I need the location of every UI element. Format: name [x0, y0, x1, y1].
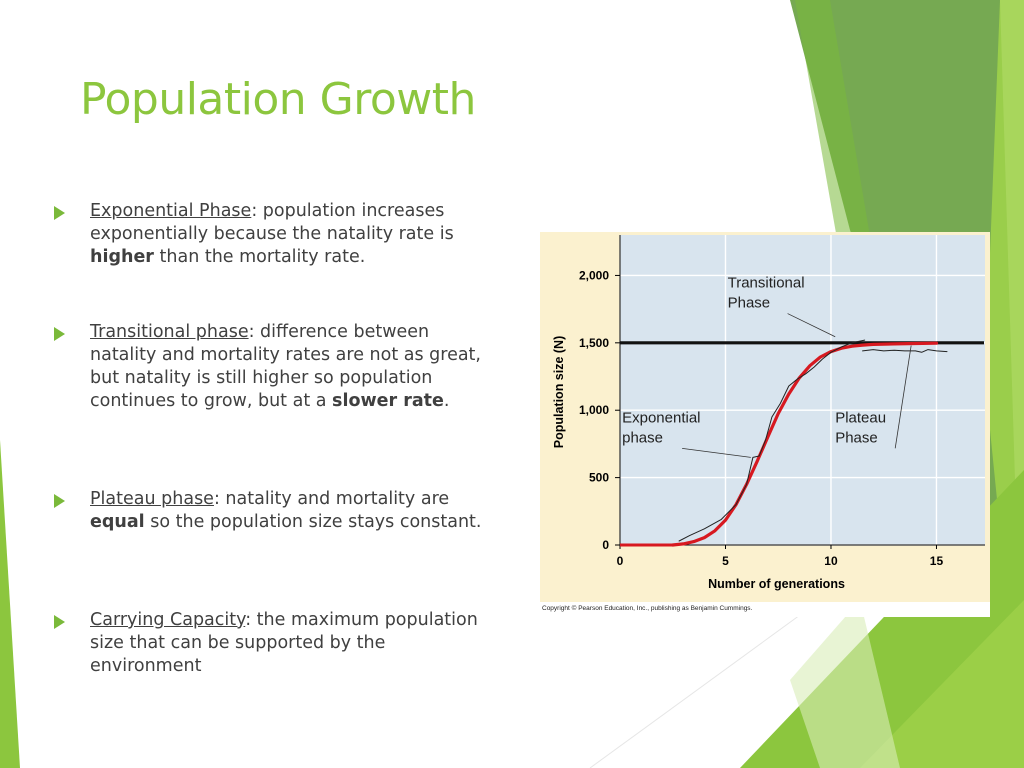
plot-area	[620, 235, 985, 545]
bullet-carrying-capacity: Carrying Capacity: the maximum populatio…	[54, 609, 504, 678]
x-tick-label: 10	[824, 554, 838, 568]
bullet-exponential-phase: Exponential Phase: population increases …	[54, 200, 504, 269]
annotation-label: Phase	[835, 429, 878, 446]
bullet-body-end: so the population size stays constant.	[144, 512, 482, 532]
annotation-label: Transitional	[728, 275, 805, 292]
y-tick-label: 2,000	[579, 268, 609, 282]
x-axis-label: Number of generations	[708, 577, 845, 591]
annotation-label: Plateau	[835, 409, 886, 426]
bullet-body-end: .	[443, 391, 450, 411]
bullet-text: Carrying Capacity: the maximum populatio…	[90, 609, 490, 678]
annotation-label: Exponential	[622, 409, 700, 426]
bullet-body: : population increases exponentially bec…	[90, 201, 454, 244]
bullet-emphasis: higher	[90, 247, 154, 267]
triangle-right-icon	[54, 206, 65, 220]
population-growth-figure: 0 500 1,000 1,500 2,000 0 5 10 15 Number of gener…	[540, 232, 990, 617]
annotation-label: Phase	[728, 295, 771, 312]
x-tick-label: 0	[617, 554, 624, 568]
deco-corner-bottom-light	[860, 600, 1024, 768]
bullet-term: Transitional phase	[90, 322, 249, 342]
population-growth-chart: 0 500 1,000 1,500 2,000 0 5 10 15 Number of gener…	[540, 232, 990, 602]
deco-thin-line	[589, 614, 801, 768]
y-tick-label: 0	[602, 538, 609, 552]
bullet-body: : the maximum population size that can b…	[90, 610, 478, 676]
x-tick-label: 5	[722, 554, 729, 568]
slide-title: Population Growth	[80, 74, 476, 125]
bullet-body: : difference between natality and mortal…	[90, 322, 481, 411]
bullet-body: : natality and mortality are	[213, 489, 450, 509]
bullet-term: Exponential Phase	[90, 201, 252, 221]
bullet-transitional-phase: Transitional phase: difference between n…	[54, 321, 504, 413]
triangle-right-icon	[54, 615, 65, 629]
bullet-body-end: than the mortality rate.	[153, 247, 366, 267]
y-axis-label: Population size (N)	[552, 336, 566, 449]
triangle-right-icon	[54, 494, 65, 508]
annotation-leader-line	[787, 313, 836, 338]
copyright-notice: Copyright © Pearson Education, Inc., pub…	[542, 605, 753, 612]
annotation-leader-line	[894, 345, 912, 449]
bullet-emphasis: equal	[90, 512, 145, 532]
annotation-leader-line	[682, 447, 751, 458]
bullet-emphasis: slower rate	[332, 391, 444, 411]
y-tick-label: 500	[589, 471, 609, 485]
bullet-term: Carrying Capacity	[90, 610, 246, 630]
bullet-text: Exponential Phase: population increases …	[90, 200, 490, 269]
bullet-term: Plateau phase	[90, 489, 214, 509]
annotation-label: phase	[622, 429, 663, 446]
triangle-right-icon	[54, 327, 65, 341]
logistic-model-line	[671, 341, 939, 547]
x-tick-label: 15	[930, 554, 944, 568]
deco-corner-faint	[790, 600, 900, 768]
deco-left-sliver	[0, 440, 20, 768]
bullet-plateau-phase: Plateau phase: natality and mortality ar…	[54, 488, 504, 534]
observed-data-line	[678, 339, 866, 542]
y-tick-label: 1,500	[579, 336, 609, 350]
bullet-text: Transitional phase: difference between n…	[90, 321, 490, 413]
y-tick-label: 1,000	[579, 403, 609, 417]
bullet-text: Plateau phase: natality and mortality ar…	[90, 488, 490, 534]
